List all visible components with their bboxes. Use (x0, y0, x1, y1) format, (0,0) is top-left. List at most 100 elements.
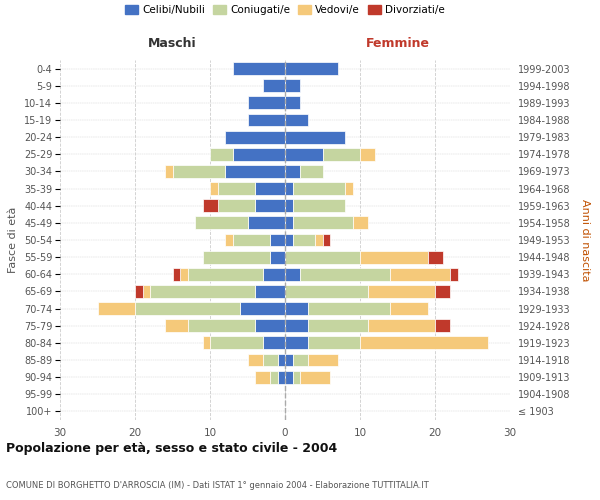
Bar (293, 370, 300, 384)
Bar (300, 268, 390, 280)
Bar (285, 370, 293, 384)
Bar (427, 250, 443, 264)
Bar (277, 354, 285, 366)
Bar (210, 182, 218, 195)
Bar (285, 268, 300, 280)
Bar (180, 268, 187, 280)
Bar (233, 148, 285, 160)
Bar (323, 148, 360, 160)
Text: Popolazione per età, sesso e stato civile - 2004: Popolazione per età, sesso e stato civil… (6, 442, 337, 455)
Bar (285, 62, 337, 75)
Bar (210, 148, 233, 160)
Bar (97, 302, 135, 315)
Bar (173, 268, 180, 280)
Bar (203, 250, 270, 264)
Bar (255, 182, 285, 195)
Bar (293, 216, 353, 230)
Bar (360, 336, 487, 349)
Bar (323, 234, 330, 246)
Bar (195, 216, 248, 230)
Bar (240, 302, 285, 315)
Bar (308, 354, 337, 366)
Bar (435, 320, 450, 332)
Bar (165, 320, 187, 332)
Bar (270, 250, 285, 264)
Bar (367, 285, 435, 298)
Bar (285, 200, 293, 212)
Bar (353, 216, 367, 230)
Text: Femmine: Femmine (365, 37, 430, 50)
Text: COMUNE DI BORGHETTO D'ARROSCIA (IM) - Dati ISTAT 1° gennaio 2004 - Elaborazione : COMUNE DI BORGHETTO D'ARROSCIA (IM) - Da… (6, 481, 429, 490)
Bar (285, 96, 300, 110)
Bar (255, 200, 285, 212)
Bar (285, 354, 293, 366)
Bar (285, 302, 308, 315)
Text: Maschi: Maschi (148, 37, 197, 50)
Bar (285, 336, 308, 349)
Bar (248, 216, 285, 230)
Bar (225, 165, 285, 178)
Bar (135, 302, 240, 315)
Bar (187, 320, 255, 332)
Bar (308, 320, 367, 332)
Bar (218, 182, 255, 195)
Bar (263, 336, 285, 349)
Bar (255, 285, 285, 298)
Bar (248, 114, 285, 126)
Bar (233, 234, 270, 246)
Bar (203, 336, 210, 349)
Bar (293, 200, 345, 212)
Bar (293, 234, 315, 246)
Bar (270, 234, 285, 246)
Bar (285, 130, 345, 143)
Bar (270, 370, 277, 384)
Bar (255, 370, 270, 384)
Bar (315, 234, 323, 246)
Bar (248, 354, 263, 366)
Bar (263, 80, 285, 92)
Bar (308, 302, 390, 315)
Bar (435, 285, 450, 298)
Bar (360, 148, 375, 160)
Bar (203, 200, 218, 212)
Y-axis label: Anni di nascita: Anni di nascita (580, 198, 590, 281)
Bar (285, 250, 360, 264)
Bar (308, 336, 360, 349)
Bar (285, 114, 308, 126)
Bar (277, 370, 285, 384)
Bar (173, 165, 225, 178)
Bar (360, 250, 427, 264)
Bar (285, 148, 323, 160)
Bar (285, 165, 300, 178)
Bar (150, 285, 255, 298)
Bar (345, 182, 353, 195)
Bar (300, 165, 323, 178)
Bar (210, 336, 263, 349)
Bar (225, 130, 285, 143)
Bar (218, 200, 255, 212)
Bar (285, 216, 293, 230)
Legend: Celibi/Nubili, Coniugati/e, Vedovi/e, Divorziati/e: Celibi/Nubili, Coniugati/e, Vedovi/e, Di… (121, 0, 449, 19)
Bar (293, 182, 345, 195)
Bar (367, 320, 435, 332)
Bar (390, 268, 450, 280)
Bar (135, 285, 143, 298)
Bar (255, 320, 285, 332)
Bar (143, 285, 150, 298)
Bar (285, 285, 367, 298)
Bar (285, 80, 300, 92)
Bar (300, 370, 330, 384)
Bar (390, 302, 427, 315)
Bar (263, 268, 285, 280)
Bar (225, 234, 233, 246)
Bar (285, 182, 293, 195)
Bar (248, 96, 285, 110)
Bar (165, 165, 173, 178)
Bar (233, 62, 285, 75)
Y-axis label: Fasce di età: Fasce di età (8, 207, 19, 273)
Bar (293, 354, 308, 366)
Bar (285, 320, 308, 332)
Bar (285, 234, 293, 246)
Bar (263, 354, 277, 366)
Bar (450, 268, 458, 280)
